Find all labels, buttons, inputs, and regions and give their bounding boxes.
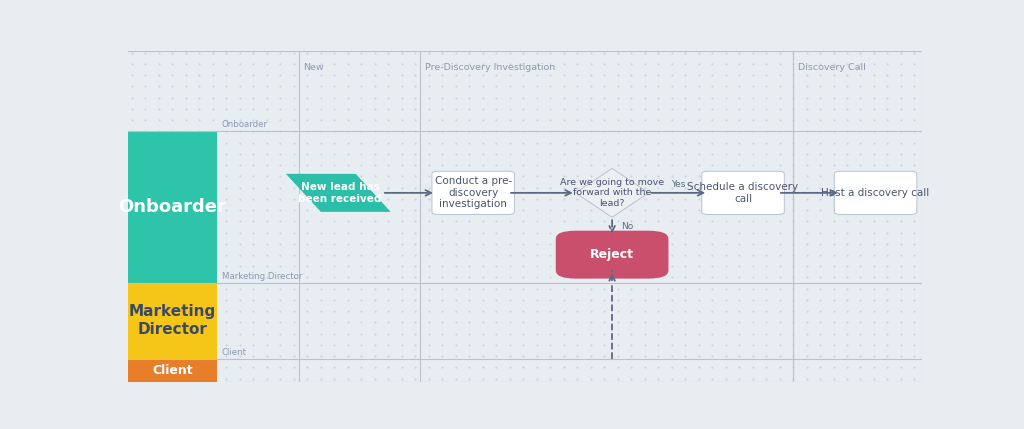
- Text: Host a discovery call: Host a discovery call: [821, 188, 930, 198]
- Text: Marketing Director: Marketing Director: [221, 272, 302, 281]
- Text: Marketing
Director: Marketing Director: [129, 305, 216, 337]
- Text: Conduct a pre-
discovery
investigation: Conduct a pre- discovery investigation: [434, 176, 512, 209]
- Polygon shape: [286, 174, 391, 212]
- Text: No: No: [622, 222, 634, 231]
- Polygon shape: [575, 169, 648, 218]
- Text: Yes: Yes: [671, 180, 685, 189]
- FancyBboxPatch shape: [556, 231, 669, 278]
- Text: New lead has
been received: New lead has been received: [298, 182, 382, 204]
- Text: New: New: [303, 63, 324, 72]
- Text: Onboarder: Onboarder: [119, 198, 226, 216]
- Text: Are we going to move
forward with the
lead?: Are we going to move forward with the le…: [560, 178, 665, 208]
- Text: Onboarder: Onboarder: [221, 120, 267, 129]
- FancyBboxPatch shape: [432, 171, 514, 214]
- Text: Pre-Discovery Investigation: Pre-Discovery Investigation: [425, 63, 555, 72]
- Text: Discovery Call: Discovery Call: [798, 63, 865, 72]
- FancyBboxPatch shape: [701, 171, 784, 214]
- Text: Client: Client: [221, 348, 247, 356]
- Text: Reject: Reject: [590, 248, 634, 261]
- Text: Schedule a discovery
call: Schedule a discovery call: [687, 182, 799, 204]
- FancyBboxPatch shape: [128, 283, 217, 359]
- FancyBboxPatch shape: [128, 131, 217, 283]
- Text: Client: Client: [153, 364, 193, 377]
- FancyBboxPatch shape: [835, 171, 916, 214]
- FancyBboxPatch shape: [128, 359, 217, 382]
